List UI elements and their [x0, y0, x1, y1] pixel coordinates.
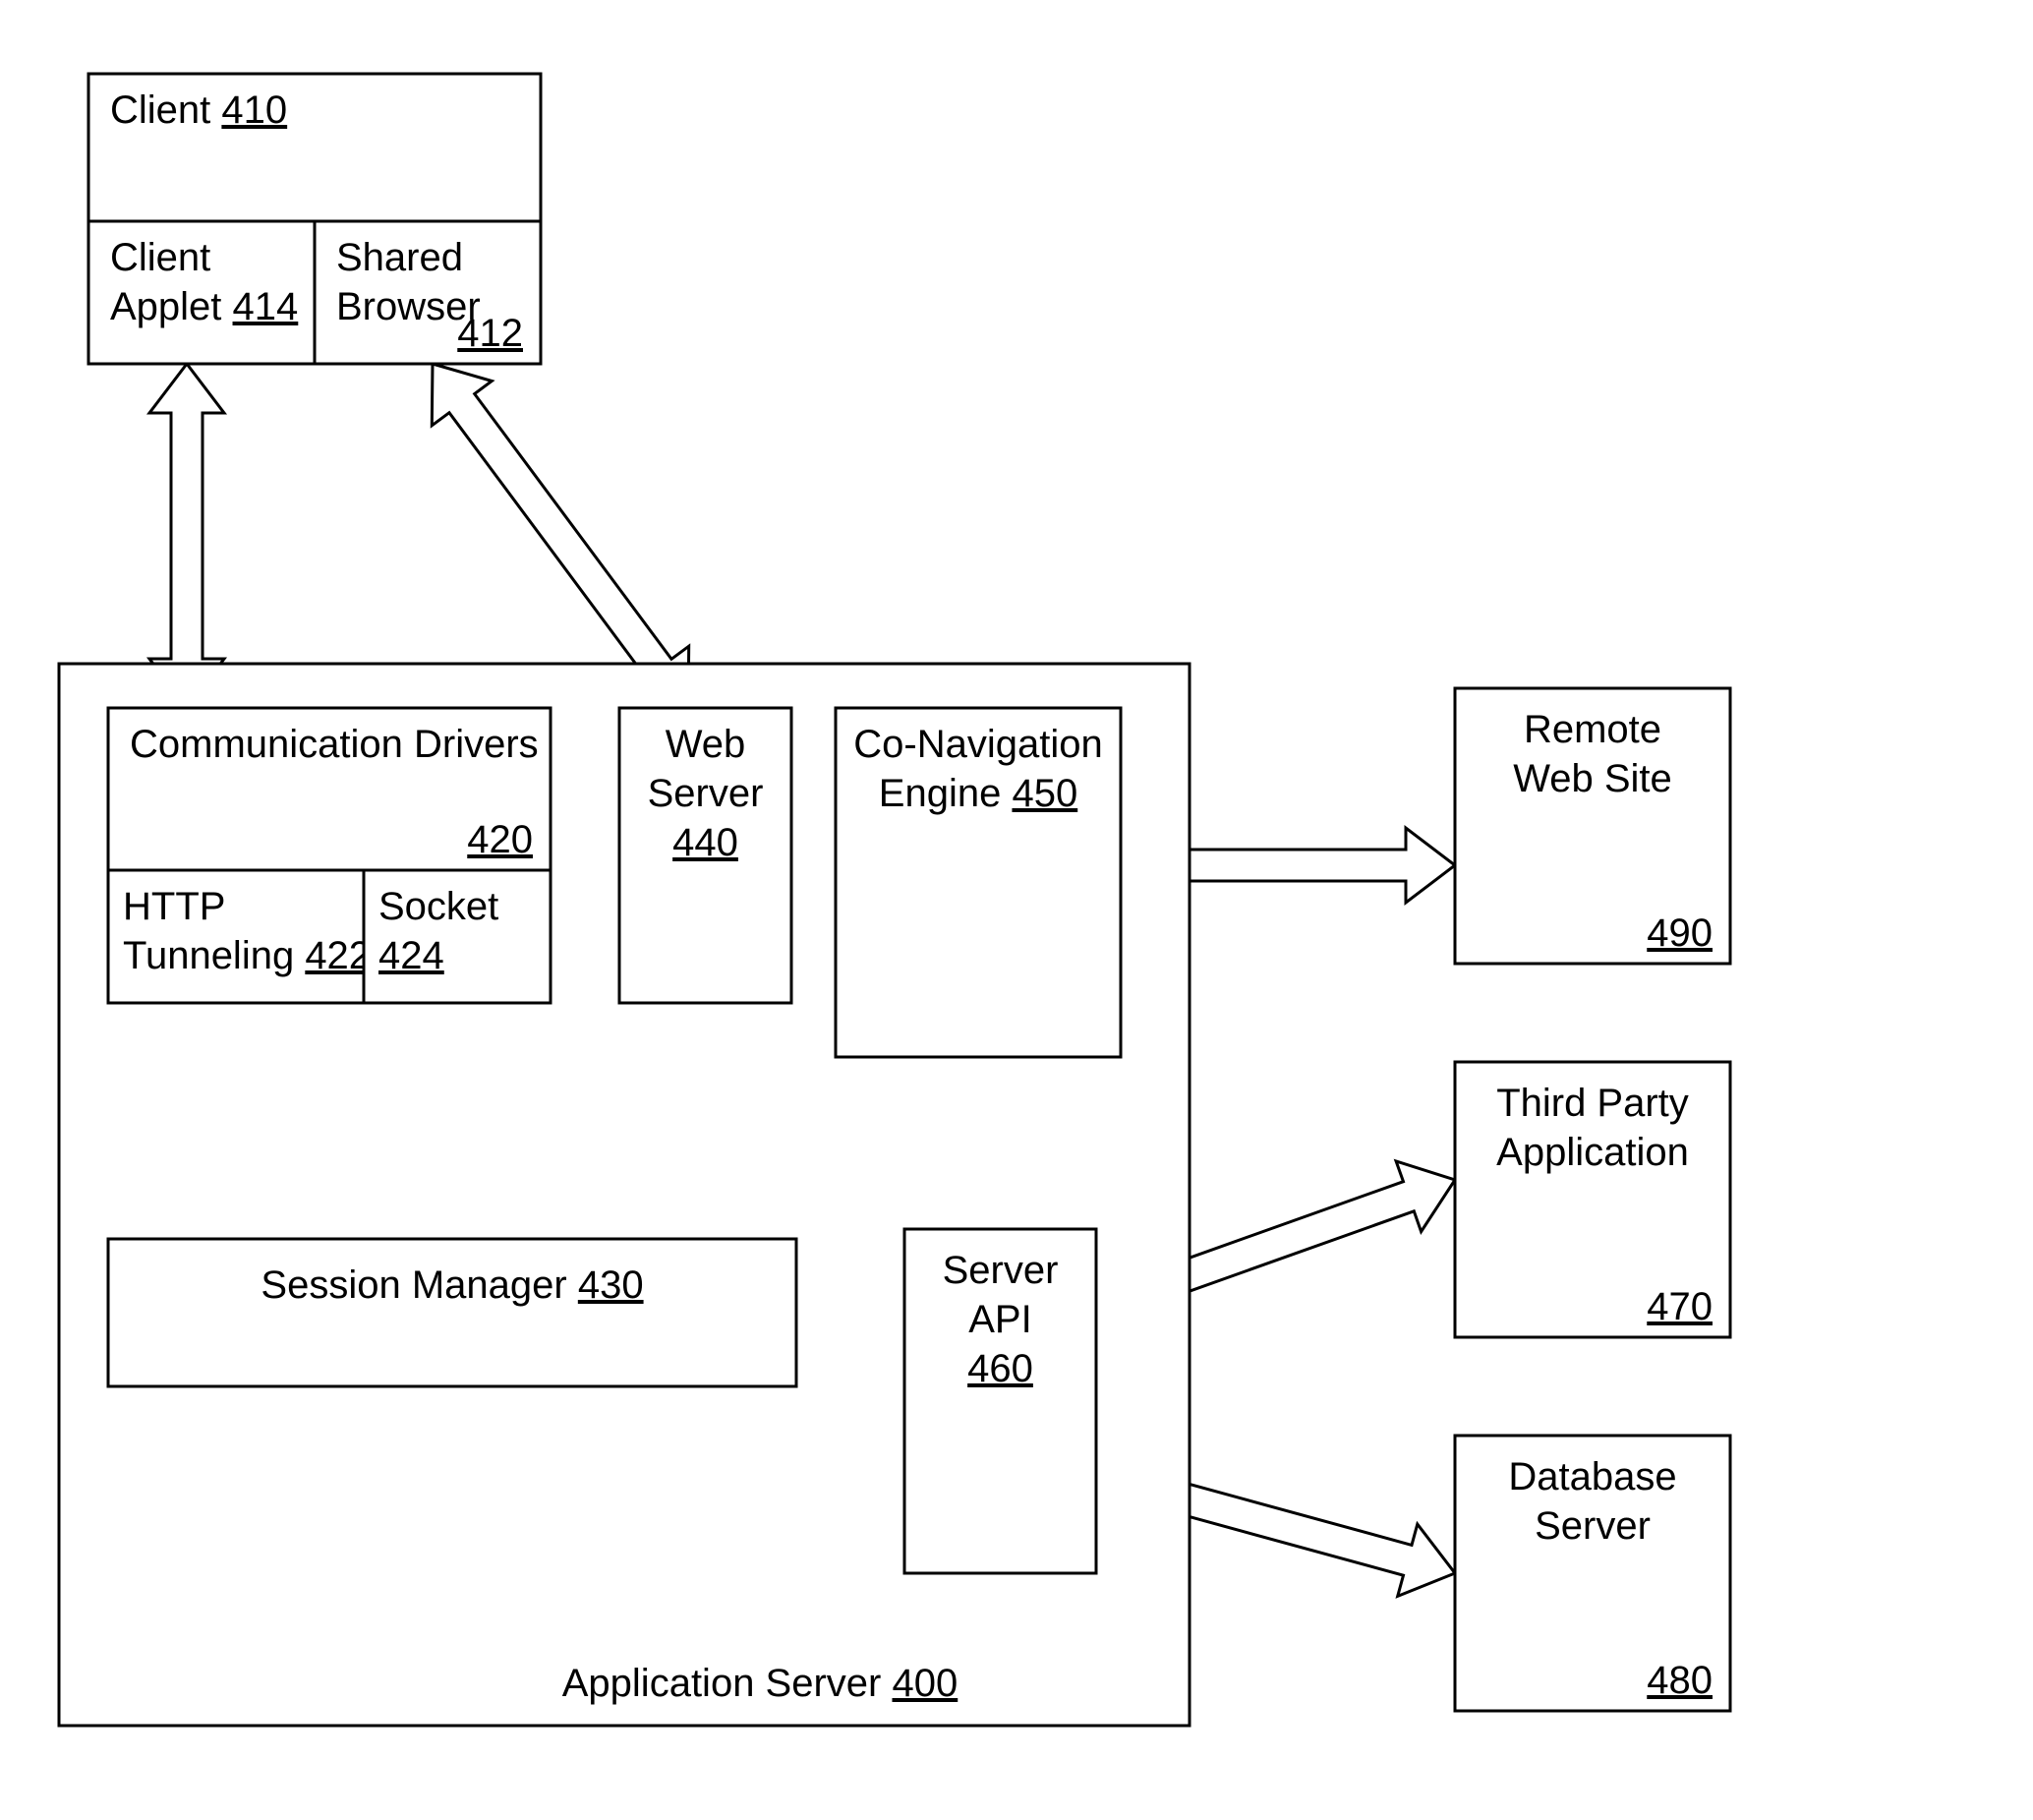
node-third_party: Third Party Application 470: [1455, 1062, 1730, 1337]
node-remote_site: Remote Web Site 490: [1455, 688, 1730, 964]
svg-text:Database: Database: [1508, 1455, 1676, 1498]
svg-text:480: 480: [1647, 1659, 1713, 1702]
node-web_server: Web Server 440: [619, 708, 791, 1003]
svg-text:Co-Navigation: Co-Navigation: [853, 723, 1102, 766]
svg-text:Tunneling 422: Tunneling 422: [123, 934, 371, 977]
svg-text:424: 424: [378, 934, 444, 977]
svg-text:Applet 414: Applet 414: [110, 285, 298, 328]
double-arrow: [149, 364, 224, 708]
svg-text:470: 470: [1647, 1285, 1713, 1328]
svg-text:Application: Application: [1496, 1131, 1689, 1174]
node-comm_drivers: Communication Drivers 420: [108, 708, 551, 870]
svg-text:Web: Web: [666, 723, 746, 766]
svg-text:412: 412: [457, 312, 523, 355]
svg-text:API: API: [968, 1298, 1031, 1341]
svg-text:Remote: Remote: [1524, 708, 1661, 751]
node-db_server: Database Server 480: [1455, 1436, 1730, 1711]
node-server_api: Server API 460: [904, 1229, 1096, 1573]
node-http_tunneling: HTTP Tunneling 422: [108, 870, 371, 1003]
node-shared_browser: SharedBrowser412: [315, 221, 541, 364]
svg-text:420: 420: [467, 818, 533, 861]
double-arrow: [432, 364, 688, 708]
node-client_applet: Client Applet 414: [88, 221, 315, 364]
svg-text:Communication Drivers: Communication Drivers: [130, 723, 539, 766]
svg-text:Third Party: Third Party: [1496, 1082, 1689, 1125]
svg-text:HTTP: HTTP: [123, 885, 225, 928]
svg-text:490: 490: [1647, 911, 1713, 955]
svg-text:Application Server 400: Application Server 400: [562, 1662, 958, 1705]
svg-text:440: 440: [672, 821, 738, 864]
svg-text:Client: Client: [110, 236, 210, 279]
svg-text:Server: Server: [943, 1249, 1059, 1292]
architecture-diagram: Client 410 Client Applet 414 SharedBrowser4…: [0, 0, 2033, 1820]
node-conav_engine: Co-Navigation Engine 450: [836, 708, 1121, 1057]
svg-text:Server: Server: [648, 772, 764, 815]
svg-text:Web Site: Web Site: [1513, 757, 1672, 800]
svg-text:Socket: Socket: [378, 885, 498, 928]
svg-text:Shared: Shared: [336, 236, 463, 279]
svg-text:Session Manager 430: Session Manager 430: [261, 1263, 643, 1307]
node-socket: Socket 424: [364, 870, 551, 1003]
node-session_mgr: Session Manager 430: [108, 1239, 796, 1386]
svg-text:460: 460: [967, 1347, 1033, 1390]
svg-text:Server: Server: [1535, 1504, 1651, 1548]
svg-text:Engine 450: Engine 450: [879, 772, 1077, 815]
svg-text:Client 410: Client 410: [110, 88, 287, 132]
